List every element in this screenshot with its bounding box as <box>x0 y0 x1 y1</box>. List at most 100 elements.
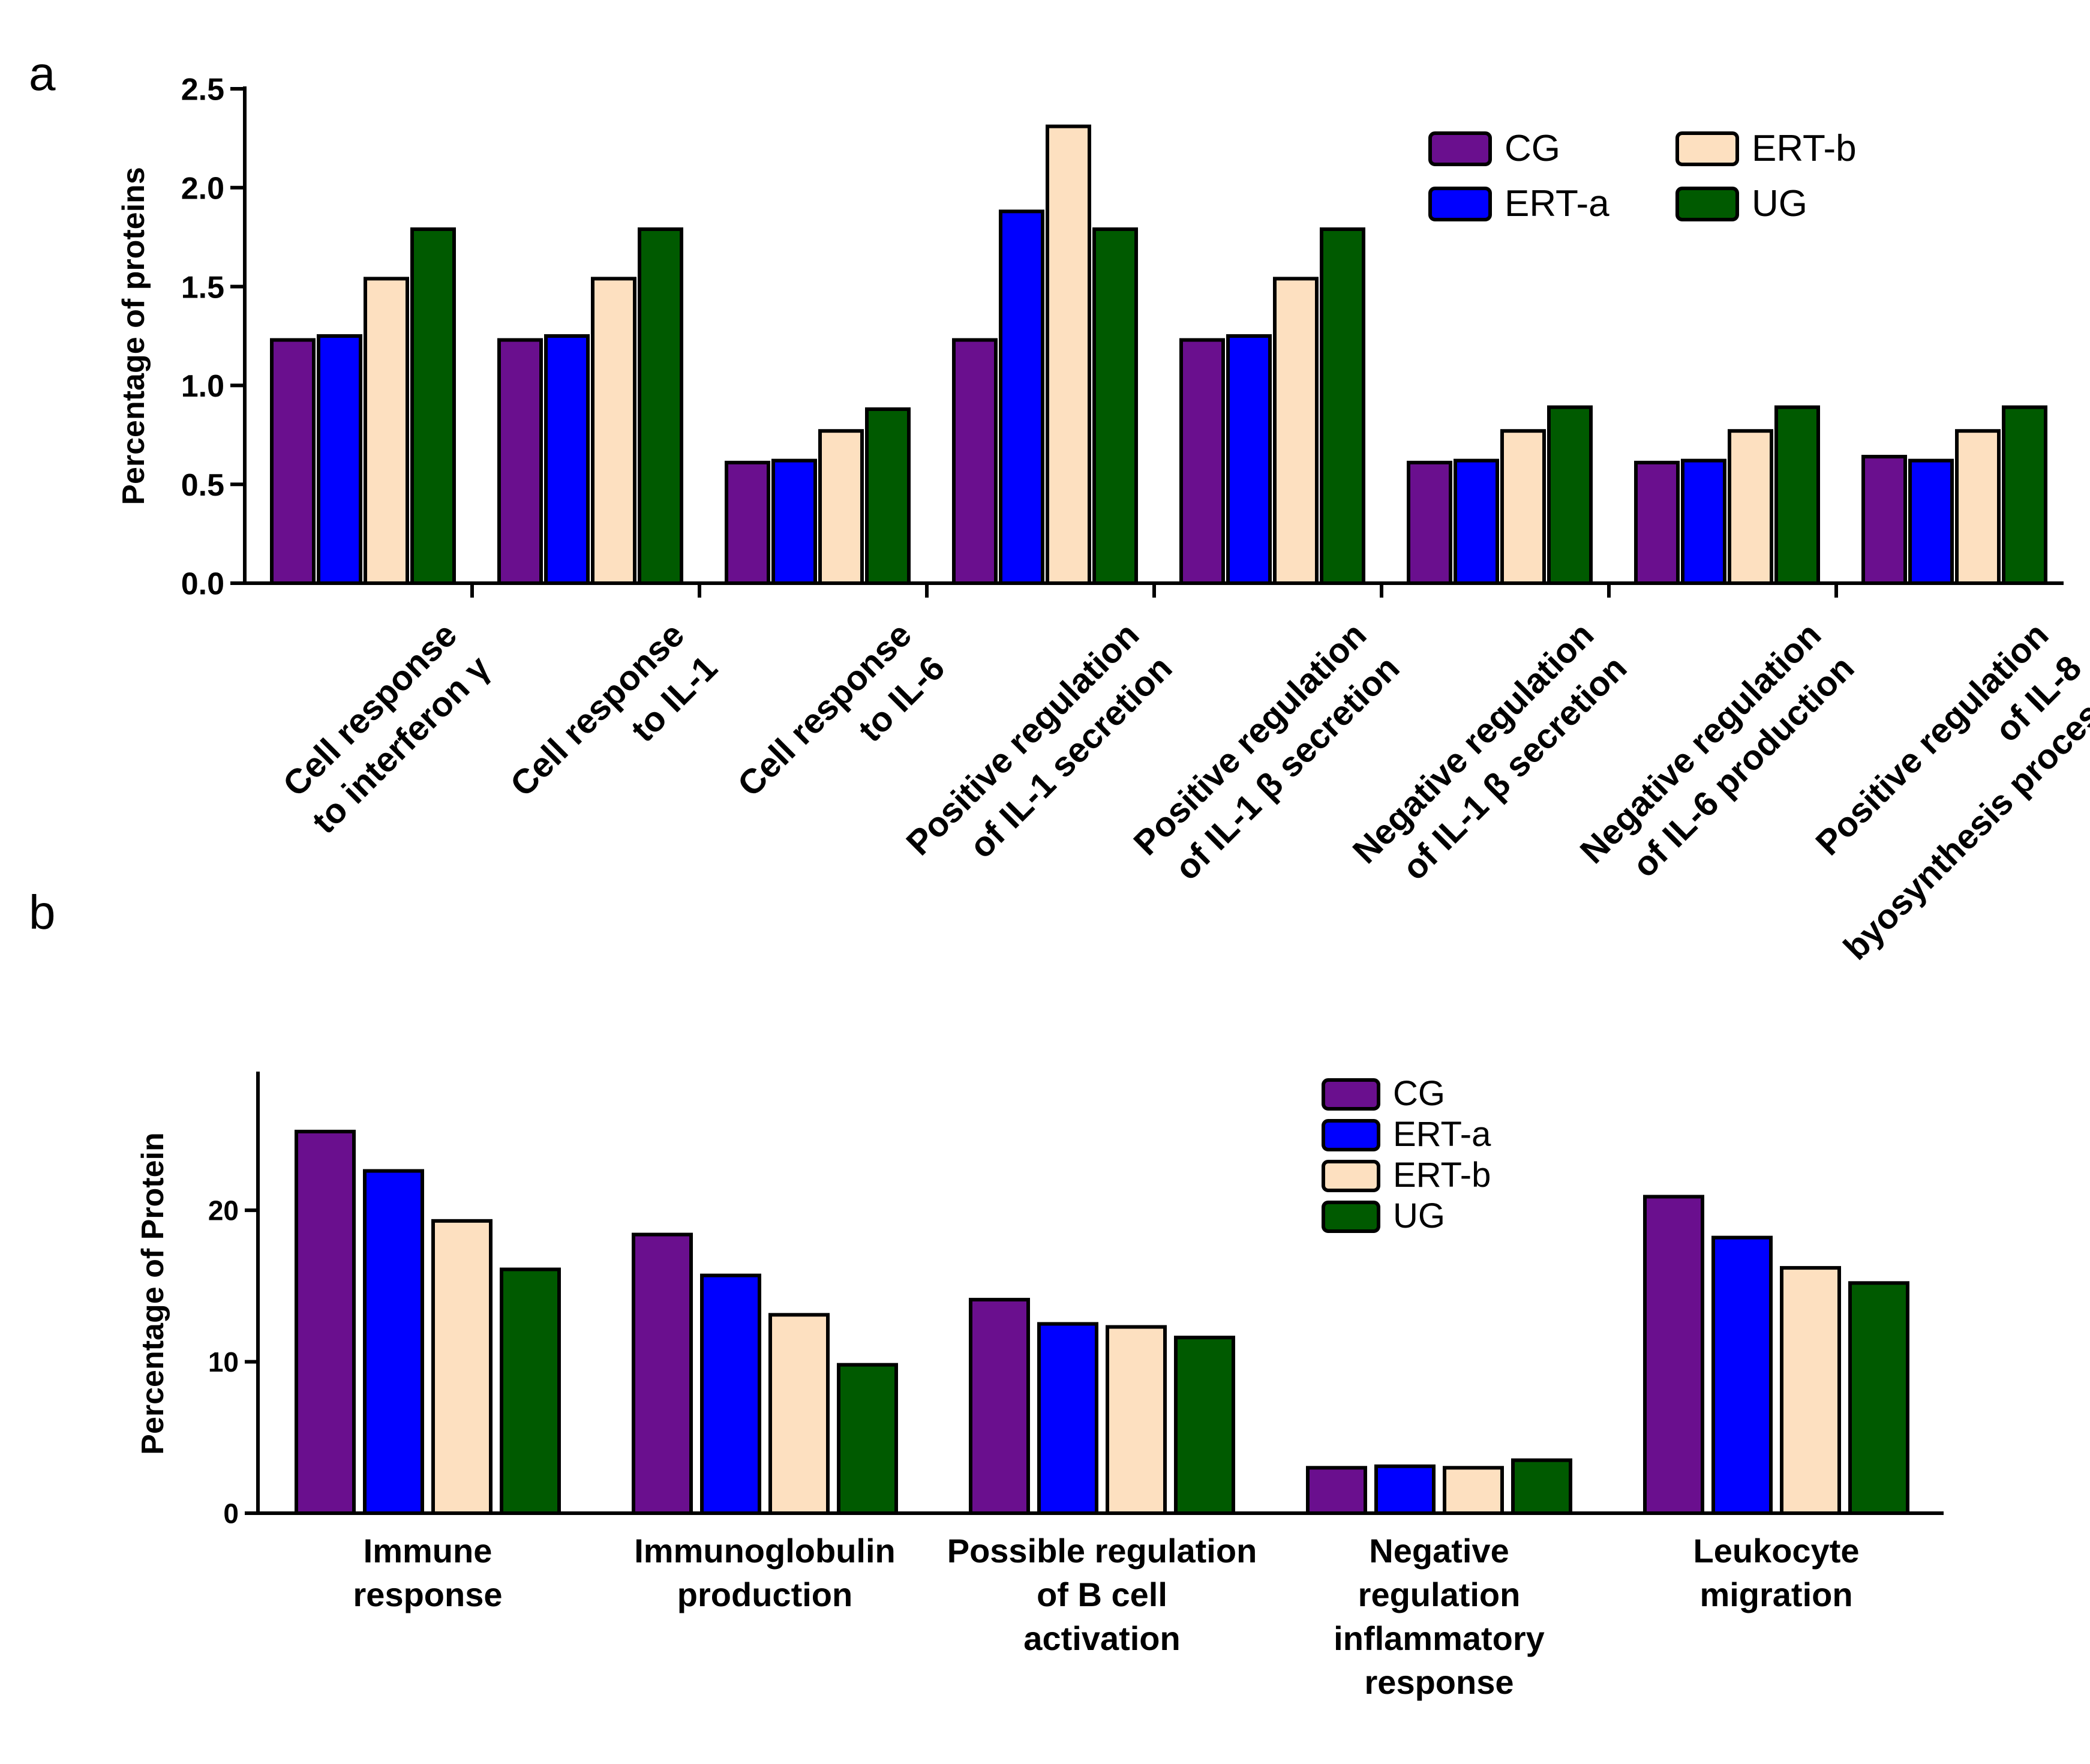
category-label-line: production <box>677 1576 852 1613</box>
bar-ert-a-7 <box>1681 458 1726 586</box>
category-label-2: Immunoglobulin production <box>634 1532 895 1613</box>
bar-ug-4 <box>1092 227 1138 585</box>
bar-cg-3 <box>725 460 770 585</box>
bar-ert-b-6 <box>1500 429 1546 586</box>
legend-label-cg: CG <box>1505 128 1560 169</box>
legend-label-ert-b: ERT-b <box>1393 1156 1491 1195</box>
category-label-line: Immune <box>364 1532 493 1570</box>
bar-ert-a-4 <box>999 209 1044 585</box>
category-label-3: Possible regulation of B cell activation <box>947 1532 1257 1657</box>
category-label-line: migration <box>1699 1576 1852 1613</box>
legend-label-ert-a: ERT-a <box>1393 1115 1491 1154</box>
legend-label-ert-b: ERT-b <box>1752 128 1857 169</box>
bar-cg-1 <box>295 1129 356 1515</box>
y-axis-title: Percentage of Protein <box>136 1132 170 1454</box>
bar-ert-a-3 <box>1037 1322 1098 1515</box>
category-label-line: inflammatory <box>1334 1619 1545 1657</box>
bar-cg-5 <box>1643 1195 1704 1515</box>
legend-swatch-ert-b <box>1322 1160 1380 1192</box>
bar-ert-b-4 <box>1443 1466 1504 1516</box>
bar-ug-2 <box>638 227 683 585</box>
y-tick-label: 2.0 <box>181 172 224 206</box>
bar-ert-b-4 <box>1046 124 1091 585</box>
bar-ug-2 <box>837 1363 898 1516</box>
bar-ert-a-2 <box>700 1273 761 1516</box>
legend-label-ug: UG <box>1752 183 1807 224</box>
bar-cg-1 <box>270 338 316 585</box>
y-tick-label: 20 <box>208 1195 239 1226</box>
category-label-line: Immunoglobulin <box>634 1532 895 1570</box>
bar-ert-a-5 <box>1711 1235 1773 1516</box>
y-tick-label: 0.0 <box>181 567 224 602</box>
legend-swatch-ert-a <box>1322 1119 1380 1151</box>
category-label-line: Possible regulation <box>947 1532 1257 1570</box>
bar-ug-6 <box>1547 405 1593 585</box>
bar-ug-5 <box>1320 227 1365 585</box>
legend-swatch-ug <box>1675 187 1739 221</box>
legend-swatch-ug <box>1322 1201 1380 1233</box>
y-tick-label: 1.0 <box>181 369 224 404</box>
bar-ert-b-3 <box>818 429 864 586</box>
legend-swatch-ert-a <box>1428 187 1492 221</box>
category-label-1: Immune response <box>353 1532 503 1613</box>
bar-ug-3 <box>865 407 911 586</box>
bar-ert-a-8 <box>1908 458 1954 586</box>
legend-swatch-ert-b <box>1675 131 1739 166</box>
y-tick-label: 10 <box>208 1346 239 1378</box>
bar-cg-7 <box>1634 460 1680 585</box>
bar-cg-3 <box>969 1298 1030 1515</box>
category-label-line: Negative <box>1369 1532 1509 1570</box>
bar-cg-8 <box>1861 455 1907 586</box>
y-axis-title: Percentage of proteins <box>116 167 151 505</box>
bar-ert-b-5 <box>1273 277 1319 585</box>
bar-ert-a-4 <box>1374 1464 1436 1515</box>
bar-cg-4 <box>1306 1466 1367 1516</box>
y-tick-label: 1.5 <box>181 270 224 305</box>
chart-b: 0 10 20 Percentage of Protein Immune response… <box>136 1072 1944 1701</box>
bar-ug-3 <box>1174 1336 1235 1515</box>
bar-ert-a-2 <box>544 334 590 585</box>
bar-ert-b-1 <box>364 277 409 585</box>
bar-ug-1 <box>410 227 456 585</box>
bar-ert-a-6 <box>1454 458 1499 586</box>
category-label-line: of B cell <box>1037 1576 1167 1613</box>
y-tick-label: 0.5 <box>181 468 224 503</box>
bar-ert-a-1 <box>317 334 362 585</box>
category-label-4: Negative regulation inflammatory response <box>1334 1532 1545 1701</box>
bar-ert-b-3 <box>1106 1325 1167 1515</box>
bar-ert-a-1 <box>363 1169 424 1515</box>
bar-ert-b-1 <box>431 1219 493 1516</box>
bar-cg-5 <box>1179 338 1225 585</box>
bar-cg-6 <box>1407 460 1452 585</box>
bar-ug-4 <box>1511 1458 1572 1516</box>
bar-ert-a-3 <box>771 458 817 586</box>
legend-swatch-cg <box>1322 1078 1380 1111</box>
legend-label-ert-a: ERT-a <box>1505 183 1609 224</box>
bar-ert-b-5 <box>1780 1266 1841 1515</box>
y-tick-label: 0 <box>223 1498 239 1529</box>
category-label-line: response <box>353 1576 503 1613</box>
category-label-line: response <box>1365 1663 1514 1701</box>
category-label-line: regulation <box>1358 1576 1521 1613</box>
bar-ert-b-2 <box>768 1313 830 1515</box>
bar-ert-b-7 <box>1728 429 1773 586</box>
category-label-5: Leukocyte migration <box>1693 1532 1860 1613</box>
legend-label-cg: CG <box>1393 1074 1445 1113</box>
bar-ert-b-2 <box>591 277 636 585</box>
category-label-line: Leukocyte <box>1693 1532 1860 1570</box>
legend-label-ug: UG <box>1393 1196 1445 1235</box>
legend-swatch-cg <box>1428 131 1492 166</box>
bar-cg-2 <box>497 338 543 585</box>
bar-ug-5 <box>1848 1281 1909 1516</box>
bar-cg-2 <box>632 1232 693 1515</box>
y-tick-label: 2.5 <box>181 73 224 107</box>
panel-label-b: b <box>29 886 56 939</box>
bar-ug-8 <box>2002 405 2047 585</box>
bar-ert-b-8 <box>1955 429 2001 586</box>
bar-ug-7 <box>1774 405 1820 585</box>
bar-ert-a-5 <box>1226 334 1272 585</box>
category-label-line: activation <box>1023 1619 1180 1657</box>
bar-cg-4 <box>952 338 998 585</box>
panel-label-a: a <box>29 47 56 100</box>
